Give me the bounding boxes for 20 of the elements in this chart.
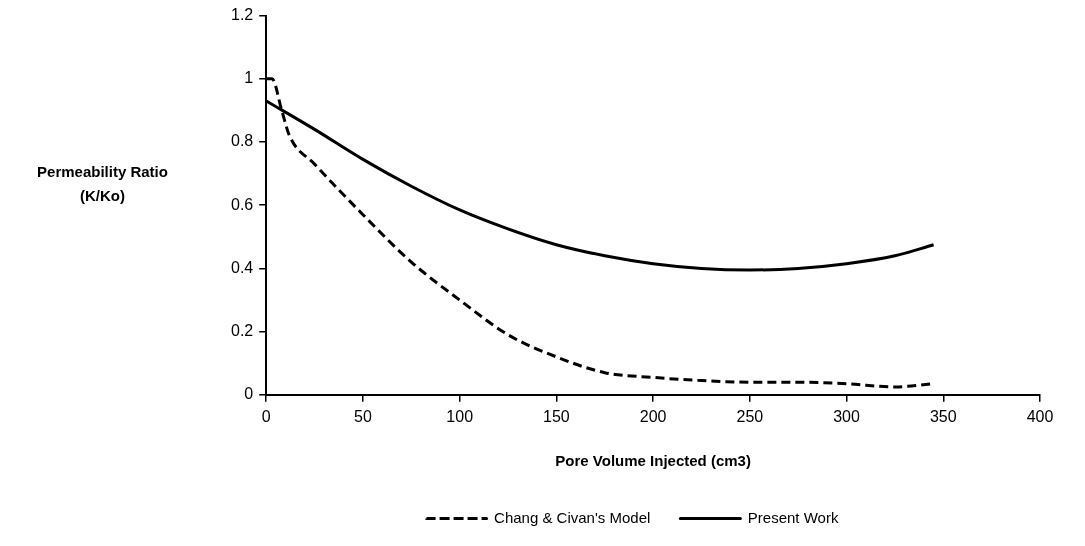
x-axis-title: Pore Volume Injected (cm3) [555,452,751,470]
legend-label: Chang & Civan's Model [494,508,651,526]
legend-label: Present Work [747,508,839,526]
x-tick-label: 300 [833,407,861,425]
y-tick-label: 1.2 [230,6,254,24]
x-tick-label: 250 [736,407,764,425]
x-tick-label: 350 [929,407,957,425]
y-tick-label: 0.8 [230,132,254,150]
x-tick-label: 100 [446,407,474,425]
y-tick-label: 0.2 [230,322,254,340]
y-tick-label: 0.6 [230,195,254,213]
x-tick-label: 400 [1026,407,1054,425]
x-tick-label: 0 [261,407,271,425]
x-tick-label: 200 [639,407,667,425]
y-tick-label: 0.4 [230,258,254,276]
y-tick-label: 1 [244,69,254,87]
x-tick-label: 50 [354,407,372,425]
y-axis-title: Permeability Ratio (K/Ko) [36,162,169,206]
x-tick-label: 150 [543,407,570,425]
y-tick-label: 0 [244,385,254,403]
